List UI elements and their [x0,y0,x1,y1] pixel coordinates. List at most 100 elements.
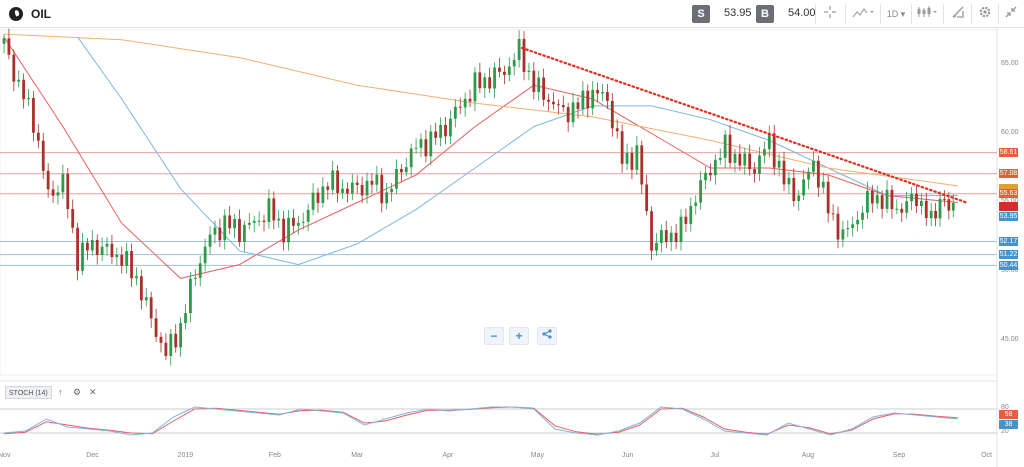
candle-body [184,313,187,324]
candle-body [223,215,227,241]
indicator-settings-icon[interactable]: ⚙ [73,387,82,397]
timeframe-dropdown[interactable]: 1D ▾ [886,9,906,19]
move-up-icon[interactable]: ↑ [58,387,63,397]
candle-body [218,227,222,241]
candle-body [164,342,168,356]
indicator-label[interactable]: STOCH (14) [5,386,52,399]
candle-body [547,99,550,102]
candle-body [910,193,913,202]
candle-body [336,170,339,193]
candle-body [41,140,45,171]
drawing-tools-icon[interactable] [948,5,968,23]
candle-body [179,323,183,348]
candle-body [522,38,526,72]
price-tag: 51.22 [999,250,1018,260]
candle-body [306,209,310,222]
chart-grid [0,28,998,467]
toolbar-divider [998,4,999,24]
candle-body [380,174,384,204]
candle-body [816,160,820,188]
share-button[interactable] [537,327,557,345]
candle-body [527,70,531,72]
candle-body [606,92,609,101]
candle-body [76,227,79,271]
candle-body [409,148,413,168]
zoom-out-button[interactable]: − [484,327,504,345]
candle-body [257,220,261,222]
candle-body [664,230,668,243]
candle-body [866,190,869,213]
candle-body [125,250,129,266]
price-tag [999,202,1018,212]
candle-body [542,77,546,100]
candle-body [434,131,438,138]
candle-body [233,219,236,229]
toolbar-divider [911,4,912,24]
candle-body [95,239,99,256]
price-chart[interactable] [0,28,1024,467]
candle-body [674,232,678,243]
candle-body [777,160,781,168]
candle-body [875,195,879,204]
close-indicator-icon[interactable]: ✕ [89,387,97,397]
candles [2,28,955,366]
candle-body [404,167,408,173]
candle-body [938,198,942,219]
candlestick-icon[interactable] [914,5,942,23]
candle-body [836,213,840,240]
chart-type-icon[interactable] [850,5,878,23]
candle-body [105,243,109,247]
buy-button[interactable]: B [756,5,774,23]
candle-body [12,54,16,82]
candle-body [311,192,315,210]
candle-body [139,276,143,301]
candle-body [502,71,506,75]
stoch-level-label: 80 [1001,404,1009,411]
candle-body [861,212,864,220]
resistance-trendline [520,46,968,204]
moving-average-line [77,36,958,266]
candle-body [7,38,11,55]
candle-body [346,188,349,194]
candle-body [880,195,884,209]
candle-body [498,67,501,72]
candle-body [802,179,806,196]
crosshair-icon[interactable] [820,5,840,23]
candle-body [375,174,379,185]
candle-body [449,118,452,137]
candle-body [738,153,742,166]
price-tag [999,183,1018,193]
toolbar-divider [971,4,972,24]
zoom-in-button[interactable]: + [509,327,529,345]
candle-body [144,297,148,301]
settings-icon[interactable] [975,5,995,23]
candle-body [488,77,492,89]
candle-body [22,79,26,100]
candle-body [493,67,496,89]
candle-body [645,184,649,212]
x-tick-label: Sep [892,452,906,459]
candle-body [709,172,712,176]
x-tick-label: Jun [622,452,634,459]
candle-body [100,246,104,256]
instrument-name: OIL [31,7,51,21]
candle-body [826,181,830,214]
candle-body [208,234,212,247]
buy-price[interactable]: 54.00 [788,7,816,19]
candle-body [733,153,737,163]
candle-body [723,134,727,158]
collapse-icon[interactable] [1002,5,1020,23]
candle-body [890,189,894,210]
candle-body [390,188,393,193]
candle-body [758,155,761,174]
candle-body [581,90,585,110]
stochastic-panel [0,380,997,436]
candle-body [507,66,511,75]
sell-button[interactable]: S [692,5,710,23]
candle-body [846,228,850,230]
candle-body [414,147,418,149]
x-tick-label: Feb [268,452,281,459]
candle-body [821,181,825,188]
candle-body [2,38,6,44]
sell-price[interactable]: 53.95 [724,7,752,19]
